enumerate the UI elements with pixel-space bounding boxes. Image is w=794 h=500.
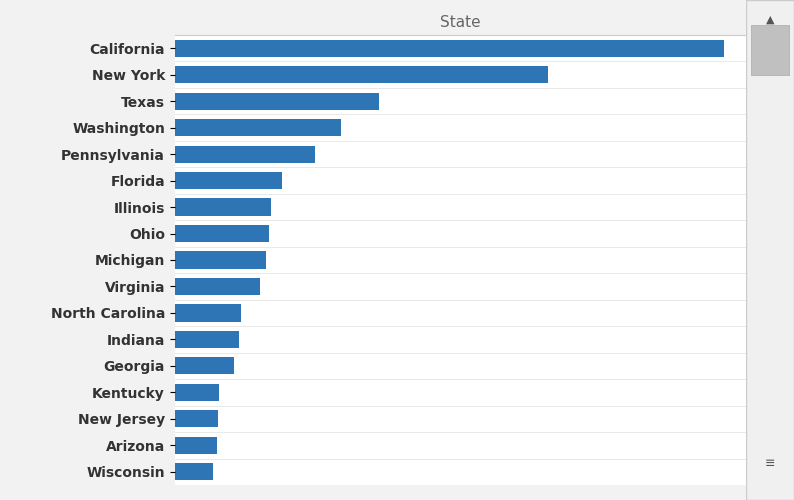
Bar (175, 252, 266, 268)
Bar (175, 331, 239, 348)
Bar (175, 384, 218, 401)
Bar (175, 463, 214, 480)
Bar (175, 40, 724, 57)
Title: State: State (440, 14, 481, 30)
Bar (175, 410, 218, 428)
Bar (175, 198, 271, 216)
Bar (175, 225, 268, 242)
Bar (175, 436, 217, 454)
FancyBboxPatch shape (746, 0, 794, 500)
FancyBboxPatch shape (751, 25, 789, 75)
Bar (175, 92, 379, 110)
Bar (175, 304, 241, 322)
Bar (175, 146, 314, 162)
Bar (175, 358, 234, 374)
Bar (175, 278, 260, 295)
Text: ▲: ▲ (766, 15, 774, 25)
Bar (175, 119, 341, 136)
Text: ≡: ≡ (765, 457, 776, 470)
Bar (175, 66, 548, 84)
Bar (175, 172, 282, 189)
